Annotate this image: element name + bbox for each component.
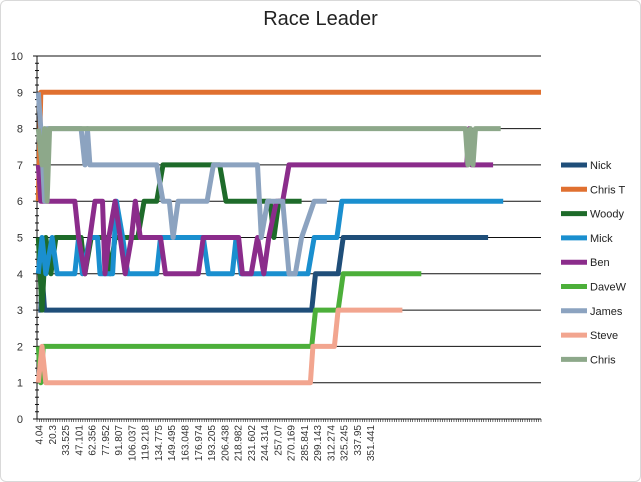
legend-label-chris-t: Chris T bbox=[590, 184, 626, 196]
y-tick-label: 4 bbox=[17, 269, 23, 281]
x-tick-label: 312.274 bbox=[326, 425, 337, 462]
chart-title: Race Leader bbox=[263, 8, 378, 30]
series-line-davew bbox=[35, 271, 422, 386]
legend-label-nick: Nick bbox=[590, 160, 612, 172]
series-layer bbox=[35, 89, 541, 386]
y-tick-label: 9 bbox=[17, 87, 23, 99]
y-tick-label: 1 bbox=[17, 378, 23, 390]
x-tick-label: 337.95 bbox=[353, 425, 364, 456]
legend-label-chris: Chris bbox=[590, 354, 616, 366]
x-tick-label: 149.495 bbox=[167, 425, 178, 462]
x-tick-label: 163.048 bbox=[181, 425, 192, 462]
x-tick-label: 47.101 bbox=[74, 425, 85, 456]
x-tick-label: 325.245 bbox=[340, 425, 351, 462]
x-tick-label: 244.314 bbox=[260, 425, 271, 462]
x-tick-label: 134.775 bbox=[154, 425, 165, 462]
x-tick-label: 285.841 bbox=[300, 425, 311, 462]
series-line-steve bbox=[35, 307, 403, 386]
y-tick-label: 8 bbox=[17, 124, 23, 136]
x-tick-label: 4.04 bbox=[35, 425, 46, 445]
x-tick-label: 62.356 bbox=[88, 425, 99, 456]
y-tick-label: 2 bbox=[17, 341, 23, 353]
legend-label-davew: DaveW bbox=[590, 282, 627, 294]
x-tick-label: 91.807 bbox=[114, 425, 125, 456]
x-tick-label: 77.952 bbox=[101, 425, 112, 456]
x-tick-label: 351.441 bbox=[366, 425, 377, 462]
y-tick-label: 10 bbox=[11, 51, 23, 63]
series-line-chris bbox=[35, 126, 501, 204]
x-tick-label: 299.143 bbox=[313, 425, 324, 462]
legend: Nick Chris T Woody Mick Ben DaveW James Steve Ch… bbox=[561, 160, 627, 366]
y-tick-label: 5 bbox=[17, 233, 23, 245]
x-tick-label: 106.037 bbox=[127, 425, 138, 462]
legend-label-woody: Woody bbox=[590, 209, 625, 221]
legend-label-ben: Ben bbox=[590, 257, 610, 269]
x-tick-label: 270.169 bbox=[287, 425, 298, 462]
x-tick-label: 193.205 bbox=[207, 425, 218, 462]
x-tick-label: 206.438 bbox=[220, 425, 231, 462]
y-tick-label: 3 bbox=[17, 305, 23, 317]
y-tick-label: 7 bbox=[17, 160, 23, 172]
legend-label-steve: Steve bbox=[590, 330, 618, 342]
legend-label-mick: Mick bbox=[590, 233, 613, 245]
y-tick-label: 6 bbox=[17, 196, 23, 208]
legend-label-james: James bbox=[590, 306, 623, 318]
x-tick-label: 231.602 bbox=[247, 425, 258, 462]
x-tick-label: 119.218 bbox=[141, 425, 152, 461]
x-tick-label: 218.982 bbox=[234, 425, 245, 462]
y-tick-label: 0 bbox=[17, 414, 23, 426]
x-tick-label: 33.525 bbox=[61, 425, 72, 456]
x-tick-label: 257.07 bbox=[273, 425, 284, 456]
x-tick-label: 20.3 bbox=[48, 425, 59, 445]
x-tick-label: 176.974 bbox=[194, 425, 205, 462]
